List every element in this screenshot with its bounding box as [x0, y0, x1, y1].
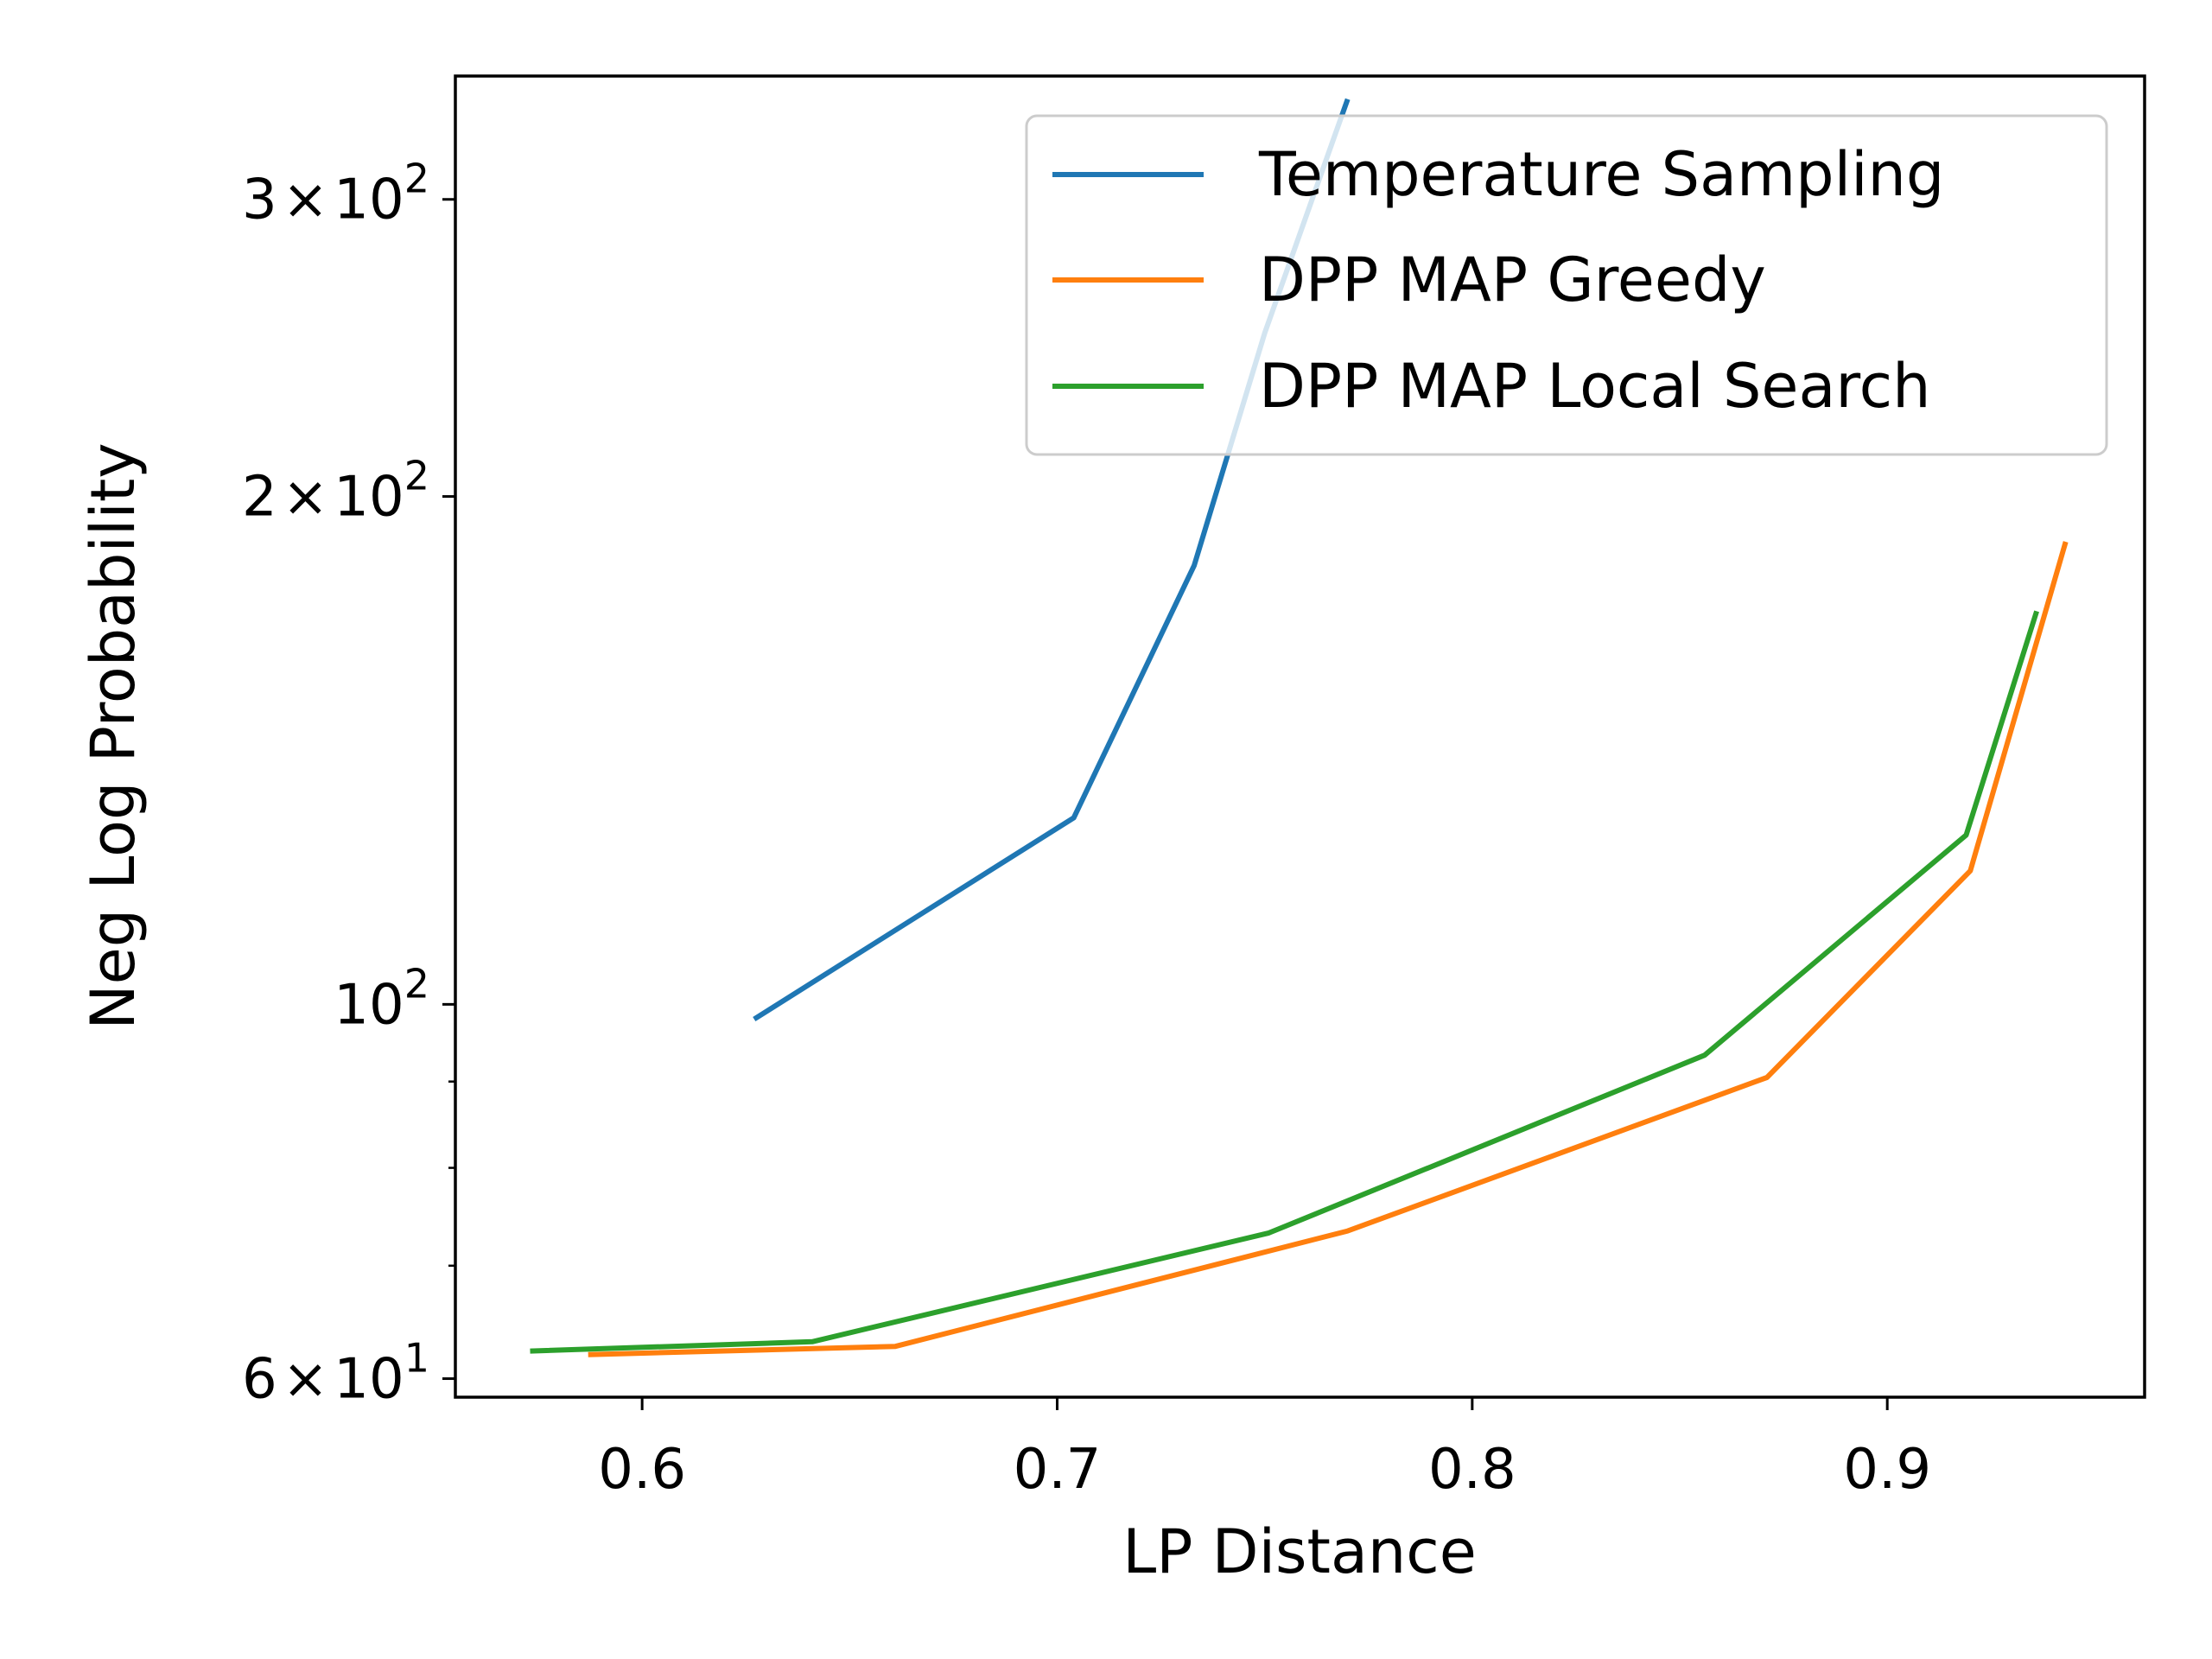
- x-tick-label: 0.7: [1014, 1438, 1102, 1502]
- y-tick-label: 3×102: [242, 156, 429, 232]
- legend-label-temperature-sampling: Temperature Sampling: [1258, 139, 1944, 210]
- legend-frame: [1025, 114, 2108, 456]
- x-axis-label: LP Distance: [1122, 1516, 1477, 1587]
- series-line-dpp-map-greedy: [588, 541, 2069, 1357]
- y-axis-label: Neg Log Probability: [78, 442, 149, 1029]
- plot-frame: [454, 74, 2146, 1399]
- legend: Temperature Sampling DPP MAP Greedy DPP …: [1025, 114, 2108, 456]
- x-tick-label: 0.9: [1843, 1438, 1931, 1502]
- y-tick-label: 6×101: [242, 1335, 429, 1412]
- legend-label-dpp-map-local-search: DPP MAP Local Search: [1259, 351, 1931, 422]
- series-line-dpp-map-local-search: [530, 610, 2039, 1354]
- y-tick-label: 102: [334, 960, 429, 1037]
- x-tick-label: 0.6: [598, 1438, 686, 1502]
- legend-label-dpp-map-greedy: DPP MAP Greedy: [1259, 245, 1766, 315]
- y-tick-label: 2×102: [242, 453, 429, 530]
- x-axis: 0.6 0.7 0.8 0.9: [598, 1397, 1931, 1502]
- y-axis: 6×101 102 2×102 3×102: [242, 156, 455, 1412]
- x-tick-label: 0.8: [1428, 1438, 1516, 1502]
